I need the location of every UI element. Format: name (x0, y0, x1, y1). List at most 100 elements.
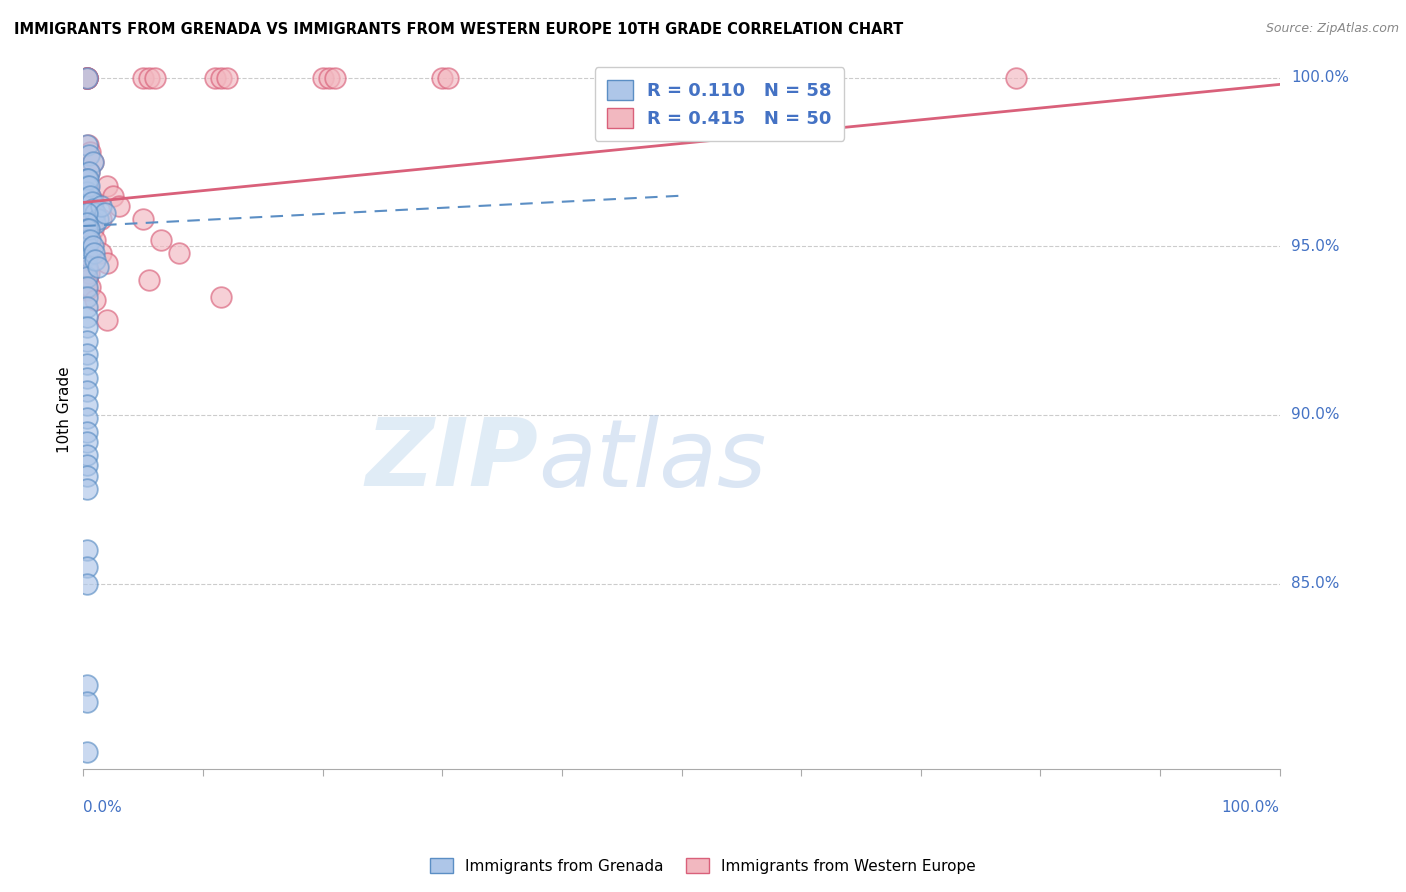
Point (77, 222, 100, 236)
Point (77, 148, 100, 162)
Point (96, 256, 118, 270)
Point (76, 290, 98, 304)
Point (76, 300, 98, 314)
Point (82, 222, 104, 236)
Point (108, 199, 131, 213)
Text: ZIP: ZIP (366, 414, 538, 506)
Point (76, 320, 98, 334)
Point (76, 576, 98, 591)
Point (76, 542, 98, 557)
Text: IMMIGRANTS FROM GRENADA VS IMMIGRANTS FROM WESTERN EUROPE 10TH GRADE CORRELATION: IMMIGRANTS FROM GRENADA VS IMMIGRANTS FR… (14, 22, 903, 37)
Point (82, 195, 104, 210)
Point (138, 273, 160, 287)
Point (83, 246, 105, 260)
Point (132, 70, 155, 85)
Point (82, 155, 104, 169)
Point (209, 70, 232, 85)
Point (76, 468, 98, 483)
Point (90, 246, 112, 260)
Point (77, 182, 100, 196)
Point (80, 195, 103, 210)
Point (204, 70, 226, 85)
Point (76, 458, 98, 473)
Point (79, 188, 101, 202)
Point (86, 260, 108, 274)
Point (79, 233, 101, 247)
Point (1005, 70, 1028, 85)
Point (323, 70, 346, 85)
Point (76, 371, 98, 385)
Point (76, 745, 98, 759)
Point (77, 266, 100, 280)
Point (143, 70, 166, 85)
Point (76, 334, 98, 348)
Text: atlas: atlas (538, 415, 766, 506)
Point (432, 70, 454, 85)
Point (76, 70, 98, 85)
Point (96, 313, 118, 327)
Text: 100.0%: 100.0% (1291, 70, 1348, 85)
Point (82, 202, 104, 217)
Point (76, 398, 98, 412)
Text: 100.0%: 100.0% (1222, 799, 1279, 814)
Point (77, 171, 100, 186)
Point (76, 357, 98, 371)
Point (79, 188, 101, 202)
Point (76, 269, 98, 284)
Point (76, 138, 98, 153)
Point (76, 233, 98, 247)
Point (103, 188, 125, 202)
Point (84, 293, 107, 308)
Point (437, 70, 460, 85)
Point (76, 249, 98, 263)
Point (167, 246, 190, 260)
Point (138, 70, 160, 85)
Point (76, 347, 98, 361)
Point (76, 70, 98, 85)
Point (76, 239, 98, 253)
Point (318, 70, 340, 85)
Point (76, 694, 98, 708)
Point (76, 70, 98, 85)
Point (76, 384, 98, 399)
Point (76, 411, 98, 425)
Point (76, 279, 98, 293)
Point (77, 233, 100, 247)
Point (96, 178, 118, 193)
Point (76, 205, 98, 219)
Point (82, 239, 104, 253)
Point (90, 199, 112, 213)
Point (76, 216, 98, 230)
Point (82, 155, 104, 169)
Point (132, 212, 155, 227)
Point (215, 70, 238, 85)
Point (209, 290, 232, 304)
Point (76, 178, 98, 193)
Text: 90.0%: 90.0% (1291, 408, 1340, 423)
Point (76, 263, 98, 277)
Point (311, 70, 333, 85)
Point (76, 199, 98, 213)
Point (76, 310, 98, 324)
Point (79, 279, 101, 293)
Point (77, 222, 100, 236)
Point (76, 192, 98, 206)
Point (86, 212, 108, 227)
Point (76, 273, 98, 287)
Point (77, 165, 100, 179)
Point (90, 212, 112, 227)
Legend: R = 0.110   N = 58, R = 0.415   N = 50: R = 0.110 N = 58, R = 0.415 N = 50 (595, 67, 845, 141)
Point (79, 145, 101, 159)
Point (76, 216, 98, 230)
Point (84, 252, 107, 267)
Point (76, 222, 98, 236)
Point (77, 165, 100, 179)
Point (84, 216, 107, 230)
Point (76, 482, 98, 496)
Point (84, 205, 107, 219)
Point (76, 260, 98, 274)
Point (76, 171, 98, 186)
Point (76, 205, 98, 219)
Point (84, 233, 107, 247)
Text: 0.0%: 0.0% (83, 799, 122, 814)
